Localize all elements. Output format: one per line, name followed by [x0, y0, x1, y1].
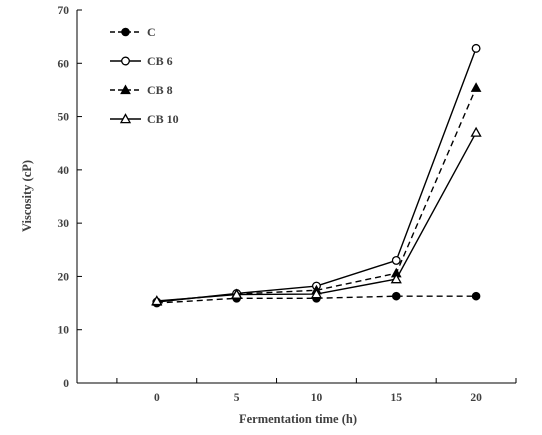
series-line — [156, 295, 477, 304]
legend-item: C — [110, 25, 156, 39]
y-tick-label: 20 — [58, 271, 70, 283]
x-tick-label: 5 — [234, 392, 240, 404]
data-point — [310, 288, 323, 299]
legend-item: CB 8 — [110, 83, 173, 97]
x-tick-label: 0 — [154, 392, 160, 404]
legend-marker — [121, 56, 130, 66]
axes-layer: 0 10 20 30 40 50 60 70 0 5 10 15 20 — [58, 5, 517, 404]
legend-label: CB 6 — [147, 54, 173, 68]
legend-marker — [121, 27, 130, 37]
y-tick-label: 50 — [58, 112, 70, 124]
x-tick-label: 15 — [391, 392, 403, 404]
data-point — [471, 291, 481, 301]
series-layer — [151, 43, 482, 308]
x-axis-title: Fermentation time (h) — [239, 412, 357, 426]
data-point — [470, 82, 482, 92]
legend-marker — [119, 113, 132, 124]
data-point — [390, 273, 402, 284]
series-line — [156, 48, 477, 303]
legend-label: C — [147, 25, 156, 39]
legend-item: CB 6 — [110, 54, 173, 68]
data-point — [471, 43, 481, 53]
y-axis-title: Viscosity (cP) — [20, 160, 34, 232]
legend-marker — [120, 84, 131, 95]
legend-label: CB 10 — [147, 112, 179, 126]
y-tick-label: 40 — [58, 165, 70, 177]
data-point — [231, 288, 243, 299]
y-tick-label: 30 — [58, 218, 70, 230]
legend-item: CB 10 — [110, 112, 179, 126]
series-2 — [152, 43, 481, 307]
x-tick-label: 10 — [311, 392, 323, 404]
data-point — [391, 255, 401, 265]
y-tick-label: 60 — [58, 58, 70, 70]
data-point — [151, 295, 163, 306]
x-tick-label: 20 — [470, 392, 482, 404]
series-line — [156, 132, 477, 302]
data-point — [470, 126, 482, 137]
y-tick-label: 10 — [58, 325, 70, 337]
y-tick-label: 0 — [63, 378, 69, 390]
series-4 — [151, 126, 482, 306]
y-tick-label: 70 — [58, 5, 70, 17]
legend: C CB 6 CB 8 CB 10 — [110, 25, 179, 126]
series-line — [156, 87, 477, 303]
legend-label: CB 8 — [147, 83, 173, 97]
data-point — [391, 291, 401, 301]
series-3 — [151, 82, 482, 306]
